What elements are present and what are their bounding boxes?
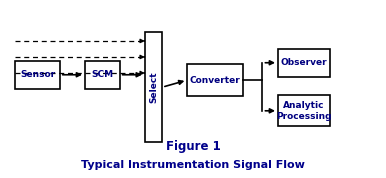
Bar: [145, 32, 162, 142]
Bar: [187, 64, 243, 96]
Bar: [85, 61, 120, 89]
Bar: [15, 61, 60, 89]
Bar: [278, 95, 330, 126]
Bar: [278, 49, 330, 77]
Text: Figure 1: Figure 1: [166, 140, 220, 153]
Text: Sensor: Sensor: [20, 70, 55, 79]
Text: SCM: SCM: [91, 70, 113, 79]
Text: Observer: Observer: [281, 58, 327, 67]
Text: Typical Instrumentation Signal Flow: Typical Instrumentation Signal Flow: [81, 160, 305, 170]
Text: Select: Select: [149, 71, 158, 103]
Text: Analytic
Processing: Analytic Processing: [276, 101, 332, 121]
Text: Converter: Converter: [190, 76, 240, 85]
